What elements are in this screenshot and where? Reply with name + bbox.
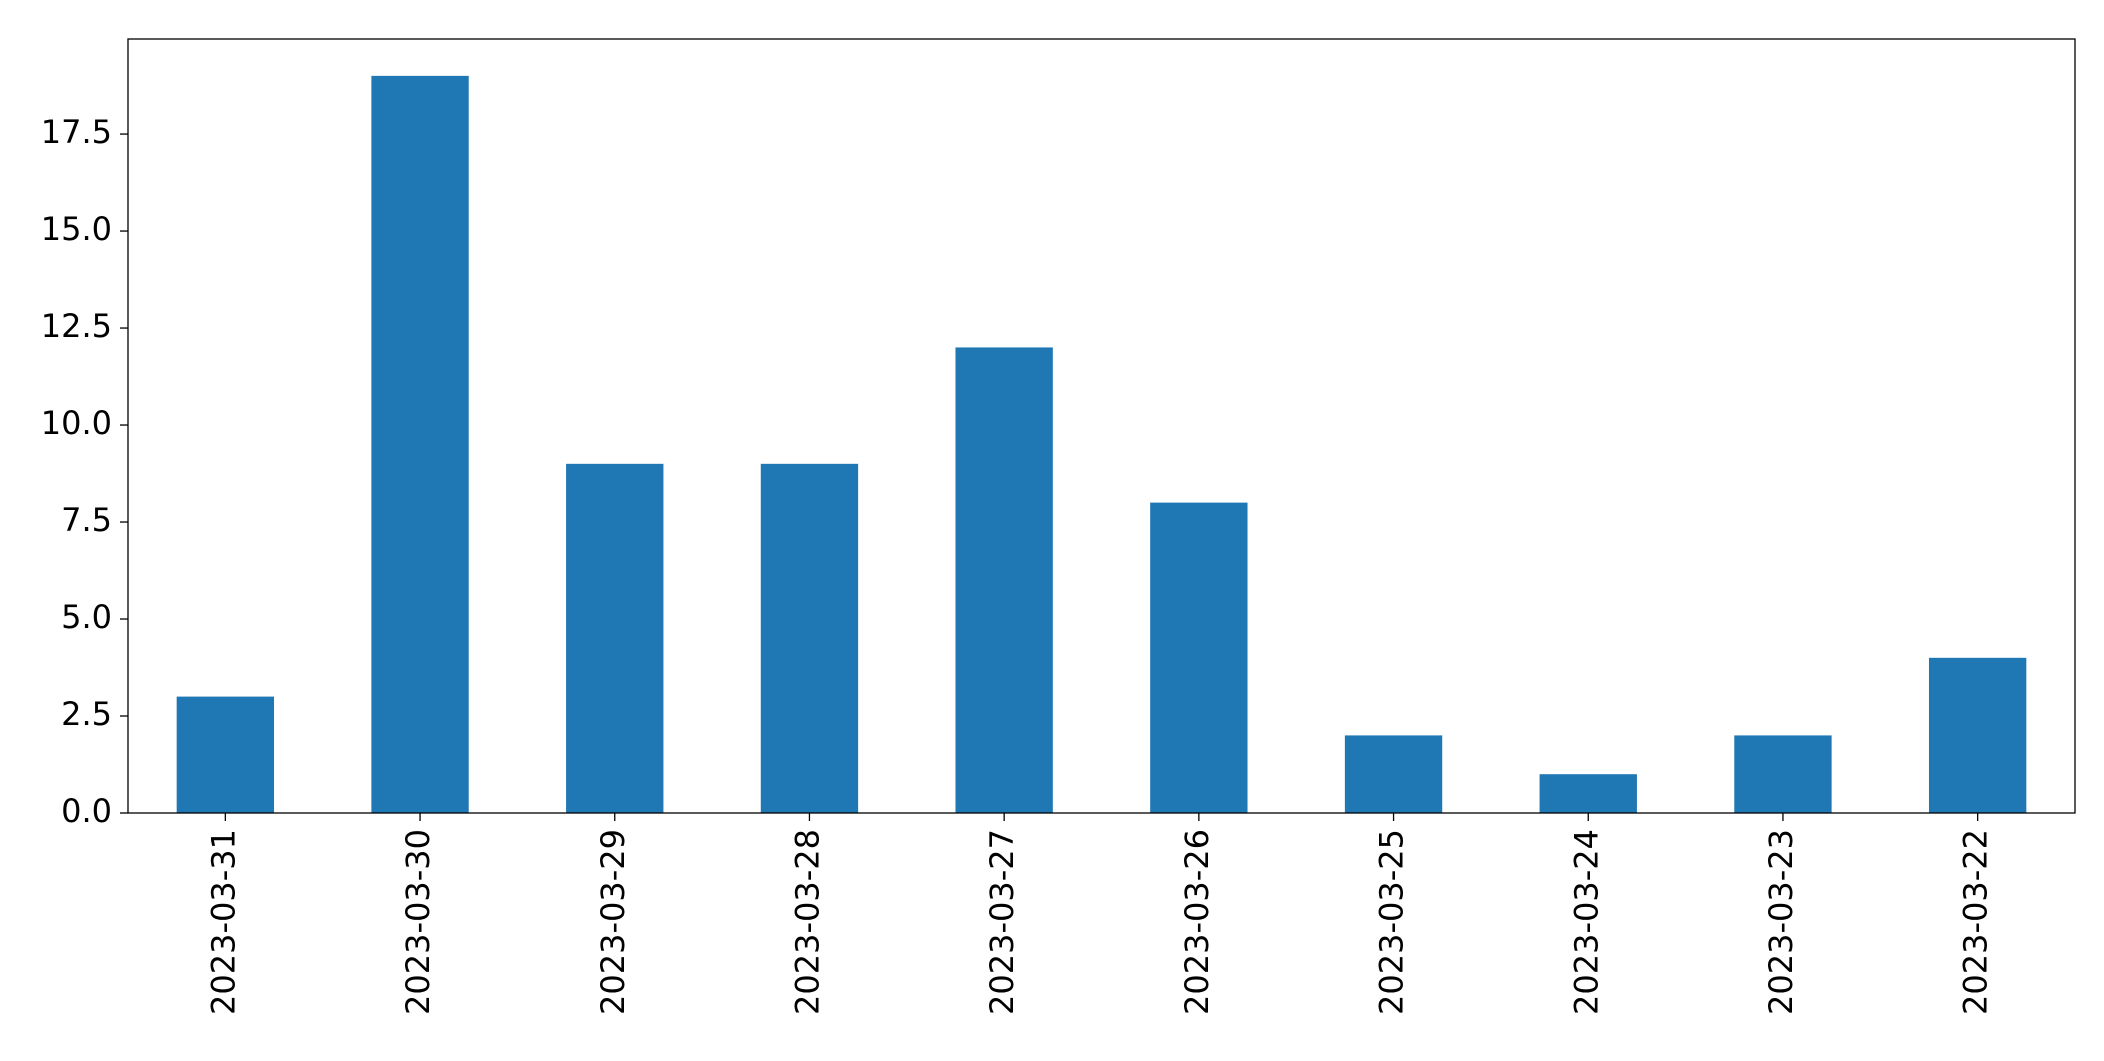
bar	[371, 75, 469, 814]
bar	[1928, 657, 2027, 813]
x-tick-label: 2023-03-27	[983, 829, 1021, 1015]
x-tick-label: 2023-03-30	[399, 829, 437, 1015]
bar	[1539, 774, 1637, 813]
bar	[1734, 735, 1832, 813]
x-tick-label: 2023-03-22	[1957, 829, 1995, 1015]
plot-frame	[127, 38, 2076, 814]
x-tick-label: 2023-03-25	[1373, 829, 1411, 1015]
x-tick-label: 2023-03-29	[594, 829, 632, 1015]
y-tick-label: 10.0	[41, 404, 112, 442]
x-tick-label: 2023-03-28	[788, 829, 826, 1015]
y-tick-label: 7.5	[61, 501, 112, 539]
y-tick-label: 12.5	[41, 307, 112, 345]
bar	[1344, 735, 1443, 813]
y-tick-label: 5.0	[61, 598, 112, 636]
bar	[566, 463, 664, 813]
x-tick-label: 2023-03-24	[1567, 829, 1605, 1015]
x-tick-label: 2023-03-26	[1178, 829, 1216, 1015]
y-tick-label: 2.5	[61, 695, 112, 733]
y-tick-label: 15.0	[41, 210, 112, 248]
bar	[955, 347, 1053, 813]
bar	[760, 463, 859, 813]
bar	[1150, 502, 1248, 813]
x-tick-label: 2023-03-31	[204, 829, 242, 1015]
y-tick-label: 17.5	[41, 113, 112, 151]
bar	[176, 696, 275, 813]
y-tick-label: 0.0	[61, 792, 112, 830]
x-tick-label: 2023-03-23	[1762, 829, 1800, 1015]
